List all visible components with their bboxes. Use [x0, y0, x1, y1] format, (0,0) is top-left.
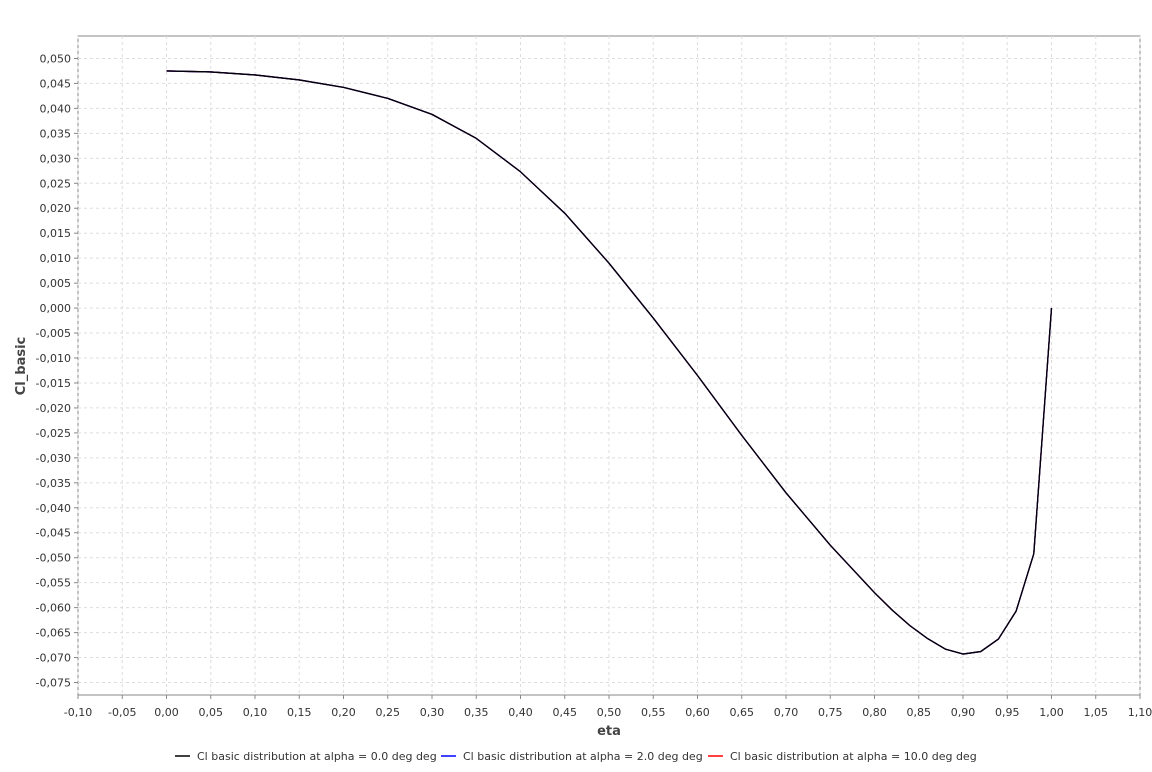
legend-label: Cl basic distribution at alpha = 2.0 deg…: [463, 750, 703, 763]
y-tick-label: -0,015: [36, 377, 71, 390]
y-tick-label: -0,050: [36, 552, 71, 565]
y-tick-label: -0,005: [36, 327, 71, 340]
x-tick-label: 0,50: [597, 706, 622, 719]
y-tick-label: 0,030: [40, 152, 72, 165]
series-lines: [166, 70, 1053, 655]
y-tick-label: 0,015: [40, 227, 72, 240]
y-tick-label: 0,040: [40, 102, 72, 115]
x-axis-ticks: -0,10 -0,05 0,00 0,05 0,10 0,15 0,20 0,25 0,30 0,…: [64, 695, 1152, 719]
x-tick-label: 1,00: [1039, 706, 1064, 719]
y-tick-label: -0,075: [36, 677, 71, 690]
y-tick-label: -0,010: [36, 352, 71, 365]
y-tick-label: -0,040: [36, 502, 71, 515]
x-tick-label: 0,10: [243, 706, 268, 719]
x-tick-label: 0,45: [553, 706, 578, 719]
y-axis-title: Cl_basic: [14, 337, 29, 395]
y-tick-label: -0,065: [36, 627, 71, 640]
y-tick-label: 0,035: [40, 127, 72, 140]
grid-lines: [77, 36, 1141, 695]
y-tick-label: -0,070: [36, 652, 71, 665]
y-tick-label: 0,010: [40, 252, 72, 265]
legend-item: Cl basic distribution at alpha = 0.0 deg…: [175, 750, 437, 763]
x-tick-label: 0,25: [376, 706, 401, 719]
x-tick-label: 0,60: [685, 706, 710, 719]
y-tick-label: 0,050: [40, 52, 72, 65]
y-tick-label: -0,060: [36, 602, 71, 615]
x-tick-label: 0,85: [907, 706, 932, 719]
x-tick-label: 0,35: [464, 706, 489, 719]
x-tick-label: 0,40: [508, 706, 533, 719]
y-tick-label: -0,025: [36, 427, 71, 440]
y-tick-label: 0,005: [40, 277, 72, 290]
x-tick-label: 0,70: [774, 706, 799, 719]
x-tick-label: 0,75: [818, 706, 843, 719]
x-tick-label: 0,00: [154, 706, 179, 719]
y-tick-label: 0,000: [40, 302, 72, 315]
x-tick-label: -0,10: [64, 706, 92, 719]
x-tick-label: 0,30: [420, 706, 445, 719]
x-tick-label: 0,90: [951, 706, 976, 719]
y-axis-ticks: 0,050 0,045 0,040 0,035 0,030 0,025 0,020 0,015…: [36, 52, 78, 690]
legend-label: Cl basic distribution at alpha = 10.0 de…: [730, 750, 977, 763]
legend-item: Cl basic distribution at alpha = 2.0 deg…: [441, 750, 703, 763]
x-tick-label: 0,20: [331, 706, 356, 719]
y-tick-label: 0,020: [40, 202, 72, 215]
legend-label: Cl basic distribution at alpha = 0.0 deg…: [197, 750, 437, 763]
y-tick-label: -0,055: [36, 577, 71, 590]
x-tick-label: 0,65: [730, 706, 755, 719]
x-tick-label: 1,10: [1128, 706, 1152, 719]
x-tick-label: 1,05: [1084, 706, 1109, 719]
y-tick-label: -0,035: [36, 477, 71, 490]
x-tick-label: 0,95: [995, 706, 1020, 719]
x-tick-label: 0,55: [641, 706, 666, 719]
y-tick-label: 0,025: [40, 177, 72, 190]
y-tick-label: -0,045: [36, 527, 71, 540]
series-line: [166, 70, 1053, 655]
y-tick-label: -0,030: [36, 452, 71, 465]
y-tick-label: -0,020: [36, 402, 71, 415]
x-tick-label: 0,15: [287, 706, 312, 719]
x-tick-label: 0,05: [199, 706, 224, 719]
y-tick-label: 0,045: [40, 77, 72, 90]
x-tick-label: -0,05: [108, 706, 136, 719]
legend: Cl basic distribution at alpha = 0.0 deg…: [175, 750, 977, 763]
x-axis-title: eta: [597, 724, 621, 739]
legend-item: Cl basic distribution at alpha = 10.0 de…: [708, 750, 977, 763]
x-tick-label: 0,80: [862, 706, 887, 719]
